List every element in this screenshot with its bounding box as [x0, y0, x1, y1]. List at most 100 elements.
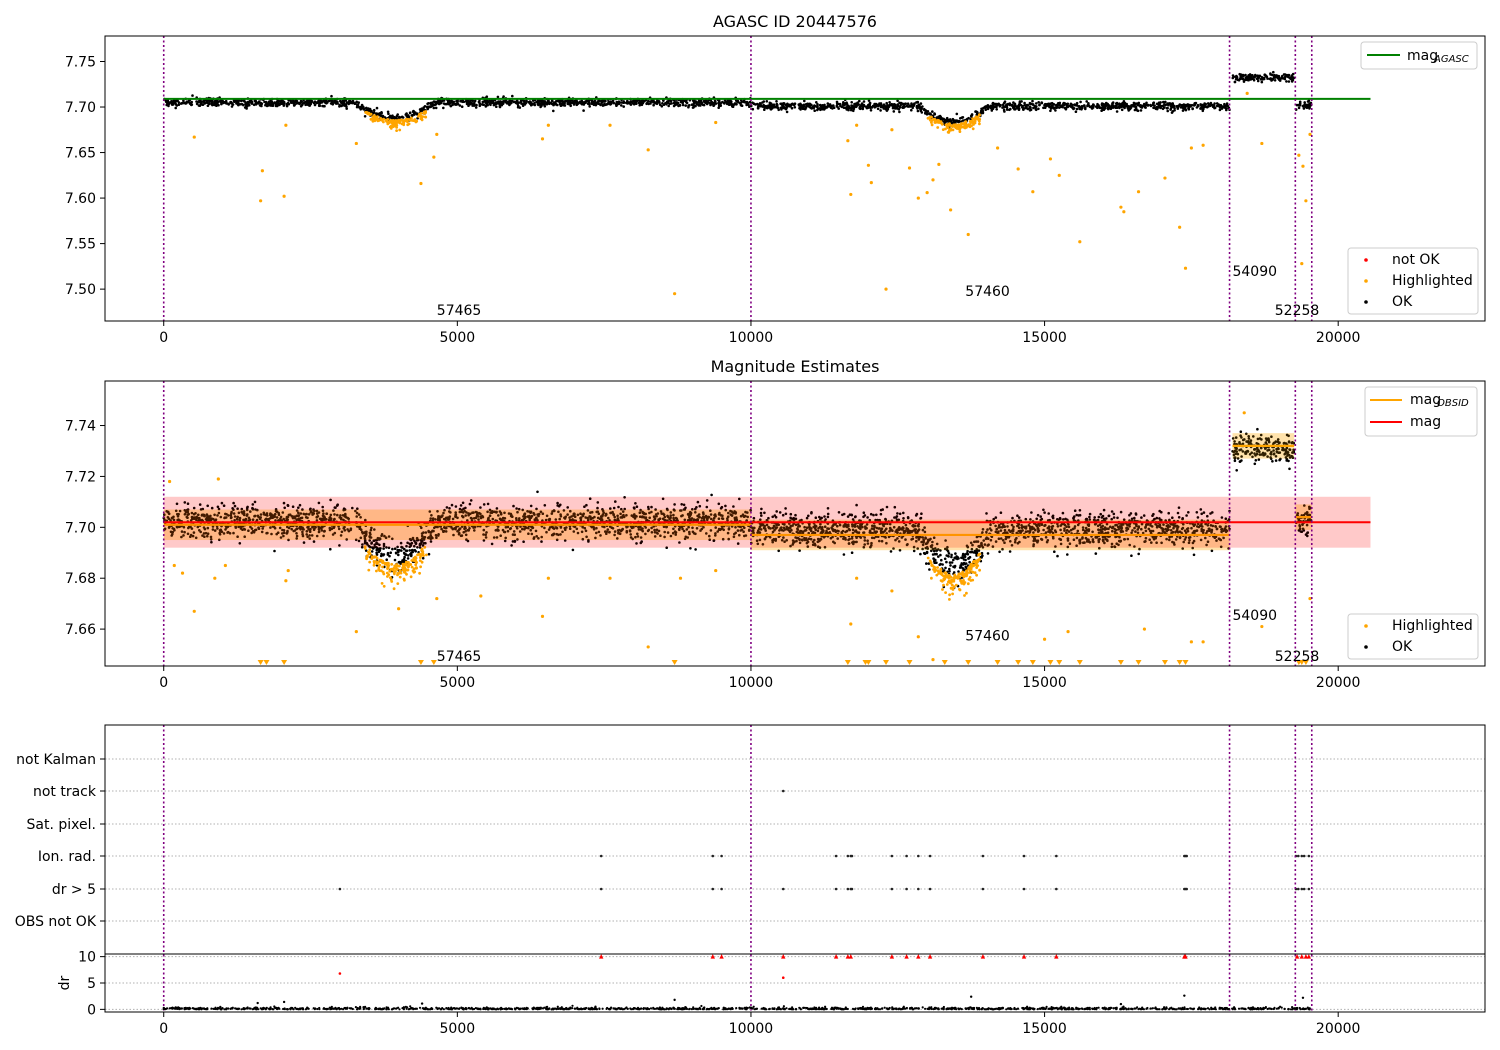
- ok-point: [608, 100, 611, 104]
- ok-point: [756, 103, 760, 106]
- highlighted-point: [407, 122, 411, 126]
- ok-point: [869, 106, 872, 110]
- ok-point: [1250, 75, 1253, 79]
- ok-point: [703, 99, 706, 103]
- highlighted-point: [386, 118, 390, 121]
- ok-point: [793, 106, 797, 109]
- legend-ok-label: OK: [1392, 294, 1413, 310]
- ok-point: [355, 105, 359, 109]
- ok-point: [751, 101, 754, 104]
- ok-point: [1078, 107, 1081, 110]
- ok-point: [730, 100, 733, 103]
- highlighted-point: [432, 155, 436, 159]
- highlighted-point: [1189, 146, 1193, 150]
- ok-point: [183, 101, 186, 105]
- ok-point: [518, 106, 522, 109]
- ok-point: [545, 102, 548, 105]
- legend-highlighted-label: Highlighted: [1392, 273, 1473, 289]
- highlighted-point: [957, 127, 961, 131]
- ok-point: [1269, 73, 1272, 76]
- ok-point: [166, 100, 170, 104]
- ok-point: [742, 100, 746, 104]
- ok-point: [528, 100, 532, 103]
- y-tick-label: 7.65: [65, 146, 96, 162]
- ok-point: [199, 103, 203, 106]
- ok-point: [217, 511, 221, 515]
- panel-magnitude-estimates: Magnitude Estimates 57465574605409052258…: [65, 357, 1486, 691]
- ok-point: [1203, 104, 1207, 107]
- highlighted-point: [963, 126, 967, 130]
- ok-point: [862, 100, 866, 103]
- ok-point: [1020, 106, 1024, 109]
- ok-point: [273, 549, 276, 553]
- ok-point: [920, 111, 924, 114]
- ok-point: [1013, 103, 1017, 107]
- ok-point: [484, 533, 488, 537]
- ok-point: [1185, 104, 1188, 108]
- ok-point: [1079, 100, 1082, 104]
- ok-point: [498, 101, 502, 104]
- ok-point: [1087, 102, 1090, 105]
- ok-point: [837, 107, 840, 110]
- ok-point: [1193, 102, 1197, 105]
- ok-point: [665, 103, 668, 106]
- ok-point: [403, 547, 406, 551]
- ok-point: [221, 99, 224, 103]
- ok-point: [649, 100, 652, 103]
- ok-point: [748, 100, 752, 104]
- ok-point: [888, 101, 891, 104]
- legend-highlighted-marker: [1364, 279, 1368, 283]
- ok-point: [270, 102, 273, 106]
- ok-point: [899, 103, 902, 107]
- panel2-title: Magnitude Estimates: [711, 357, 880, 376]
- highlighted-point: [849, 192, 853, 197]
- highlighted-point: [412, 119, 416, 122]
- ok-point: [1008, 103, 1011, 107]
- highlighted-point: [869, 180, 873, 185]
- highlighted-point: [424, 110, 427, 114]
- ok-point: [649, 102, 652, 105]
- ok-point: [819, 104, 823, 108]
- ok-point: [990, 107, 994, 111]
- ok-point: [1125, 104, 1128, 107]
- ok-point: [205, 101, 208, 104]
- obsid-label: 57465: [437, 303, 482, 319]
- highlighted-point: [1057, 173, 1061, 177]
- ok-point: [1308, 106, 1311, 109]
- ok-point: [1084, 106, 1087, 109]
- highlighted-point: [936, 120, 940, 124]
- ok-point: [1074, 110, 1078, 113]
- highlighted-point: [1260, 141, 1264, 146]
- ok-point: [556, 501, 559, 505]
- ok-point: [484, 100, 488, 104]
- ok-point: [959, 120, 963, 123]
- ok-point: [1034, 108, 1038, 112]
- ok-point: [799, 105, 803, 109]
- ok-point: [799, 102, 802, 106]
- ok-point: [981, 111, 985, 115]
- ok-point: [301, 102, 304, 106]
- ok-point: [906, 102, 910, 105]
- highlighted-point: [284, 123, 288, 127]
- ok-point: [236, 102, 240, 106]
- ok-point: [891, 104, 895, 108]
- highlighted-point: [371, 118, 375, 122]
- ok-point: [694, 548, 697, 551]
- ok-point: [1240, 75, 1243, 79]
- ok-point: [1272, 70, 1275, 74]
- ok-point: [1017, 103, 1021, 107]
- highlighted-point: [1300, 262, 1304, 266]
- ok-point: [811, 105, 815, 108]
- highlighted-point: [371, 115, 375, 119]
- ok-point: [1001, 103, 1005, 107]
- ok-point: [359, 105, 363, 109]
- ok-point: [406, 557, 410, 560]
- ok-point: [885, 101, 888, 105]
- highlighted-point: [949, 128, 953, 132]
- ok-point: [1155, 102, 1159, 106]
- ok-point: [229, 100, 232, 104]
- highlighted-point: [1016, 167, 1020, 171]
- ok-point: [506, 529, 510, 533]
- ok-point: [293, 103, 297, 106]
- ok-point: [247, 516, 251, 520]
